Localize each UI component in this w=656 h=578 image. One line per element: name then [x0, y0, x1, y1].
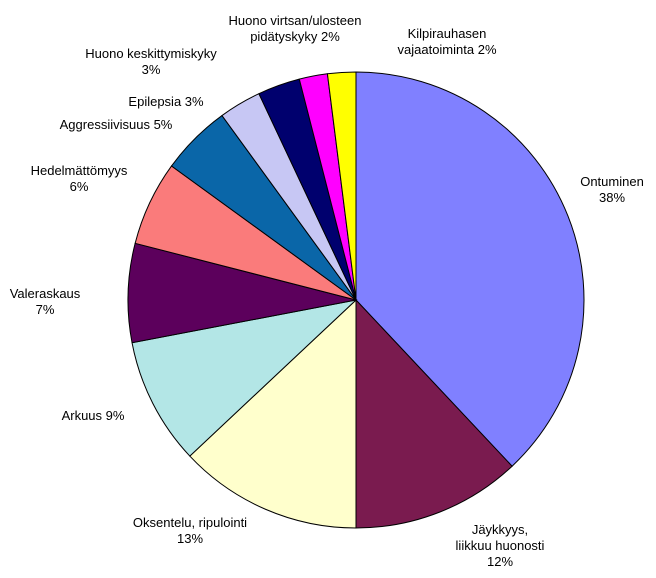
- slice-label: Huono keskittymiskyky 3%: [85, 46, 217, 77]
- slice-label-line: Huono virtsan/ulosteen: [229, 13, 362, 28]
- slice-label-line: Hedelmättömyys: [31, 163, 128, 178]
- slice-label: Oksentelu, ripulointi 13%: [133, 515, 247, 546]
- slice-label-line: Aggressiivisuus 5%: [60, 117, 173, 132]
- slice-label: Huono virtsan/ulosteen pidätyskyky 2%: [229, 13, 362, 44]
- pie-slices: [127, 71, 585, 529]
- slice-label-line: Kilpirauhasen: [408, 26, 487, 41]
- slice-label-line: Valeraskaus: [10, 286, 81, 301]
- slice-label: Kilpirauhasen vajaatoiminta 2%: [398, 26, 497, 57]
- slice-label: Hedelmättömyys 6%: [31, 163, 128, 194]
- slice-label: Ontuminen 38%: [580, 174, 644, 205]
- pie-slice: [355, 298, 513, 529]
- slice-label: Jäykkyys, liikkuu huonosti 12%: [456, 522, 545, 569]
- pie-slice: [131, 299, 358, 457]
- slice-label: Epilepsia 3%: [128, 94, 204, 109]
- pie-slice: [326, 71, 357, 301]
- slice-label-line: 6%: [70, 179, 89, 194]
- slice-label-line: Oksentelu, ripulointi: [133, 515, 247, 530]
- pie-slice: [189, 298, 357, 529]
- slice-label-line: 3%: [142, 62, 161, 77]
- slice-label-line: Huono keskittymiskyky: [85, 46, 217, 61]
- slice-label-line: Ontuminen: [580, 174, 644, 189]
- slice-label-line: Jäykkyys,: [472, 522, 528, 537]
- slice-label-line: 38%: [599, 190, 625, 205]
- slice-label-line: Epilepsia 3%: [128, 94, 204, 109]
- slice-label-line: 13%: [177, 531, 203, 546]
- slice-label: Valeraskaus 7%: [10, 286, 81, 317]
- slice-label-line: 7%: [36, 302, 55, 317]
- slice-label: Arkuus 9%: [62, 408, 125, 423]
- slice-labels: Ontuminen 38% Jäykkyys, liikkuu huonosti 12%…: [10, 13, 644, 569]
- slice-label-line: pidätyskyky 2%: [250, 29, 340, 44]
- slice-label-line: Arkuus 9%: [62, 408, 125, 423]
- slice-label-line: 12%: [487, 554, 513, 569]
- slice-label: Aggressiivisuus 5%: [60, 117, 173, 132]
- slice-label-line: liikkuu huonosti: [456, 538, 545, 553]
- slice-label-line: vajaatoiminta 2%: [398, 42, 497, 57]
- pie-slice: [355, 71, 585, 467]
